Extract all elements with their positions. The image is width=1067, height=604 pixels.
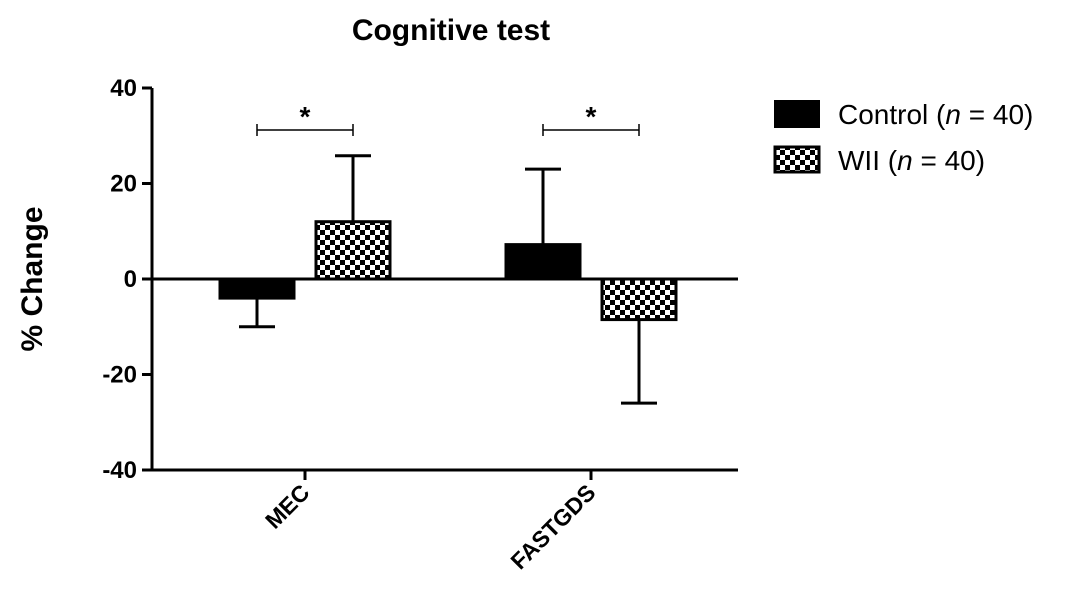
significance-markers: * *	[256, 101, 640, 136]
error-bars	[239, 154, 657, 405]
significance-marker: *	[300, 101, 311, 132]
legend: Control (n = 40) WII (n = 40)	[773, 99, 1033, 176]
x-tick-label-fastgds: FASTGDS	[505, 479, 600, 574]
y-tick-label: 0	[124, 266, 137, 293]
bar-control-fastgds	[504, 243, 582, 281]
significance-marker: *	[586, 101, 597, 132]
legend-swatch-control	[774, 100, 820, 128]
chart-title: Cognitive test	[352, 14, 550, 47]
y-tick-label: 20	[110, 171, 137, 198]
y-tick-label: -40	[102, 457, 137, 484]
legend-swatch-wii	[773, 145, 821, 174]
y-axis-label: % Change	[16, 206, 49, 351]
x-tick-label-mec: MEC	[260, 479, 315, 534]
bar-wii-fastgds	[600, 277, 678, 322]
y-tick-label: -20	[102, 362, 137, 389]
legend-label-wii: WII (n = 40)	[838, 145, 985, 176]
legend-label-control: Control (n = 40)	[838, 99, 1033, 130]
bar-wii-mec	[314, 220, 392, 281]
bar-control-mec	[218, 277, 296, 300]
category-labels: MEC FASTGDS	[260, 479, 601, 574]
bars	[218, 220, 678, 322]
y-tick-label: 40	[110, 75, 137, 102]
